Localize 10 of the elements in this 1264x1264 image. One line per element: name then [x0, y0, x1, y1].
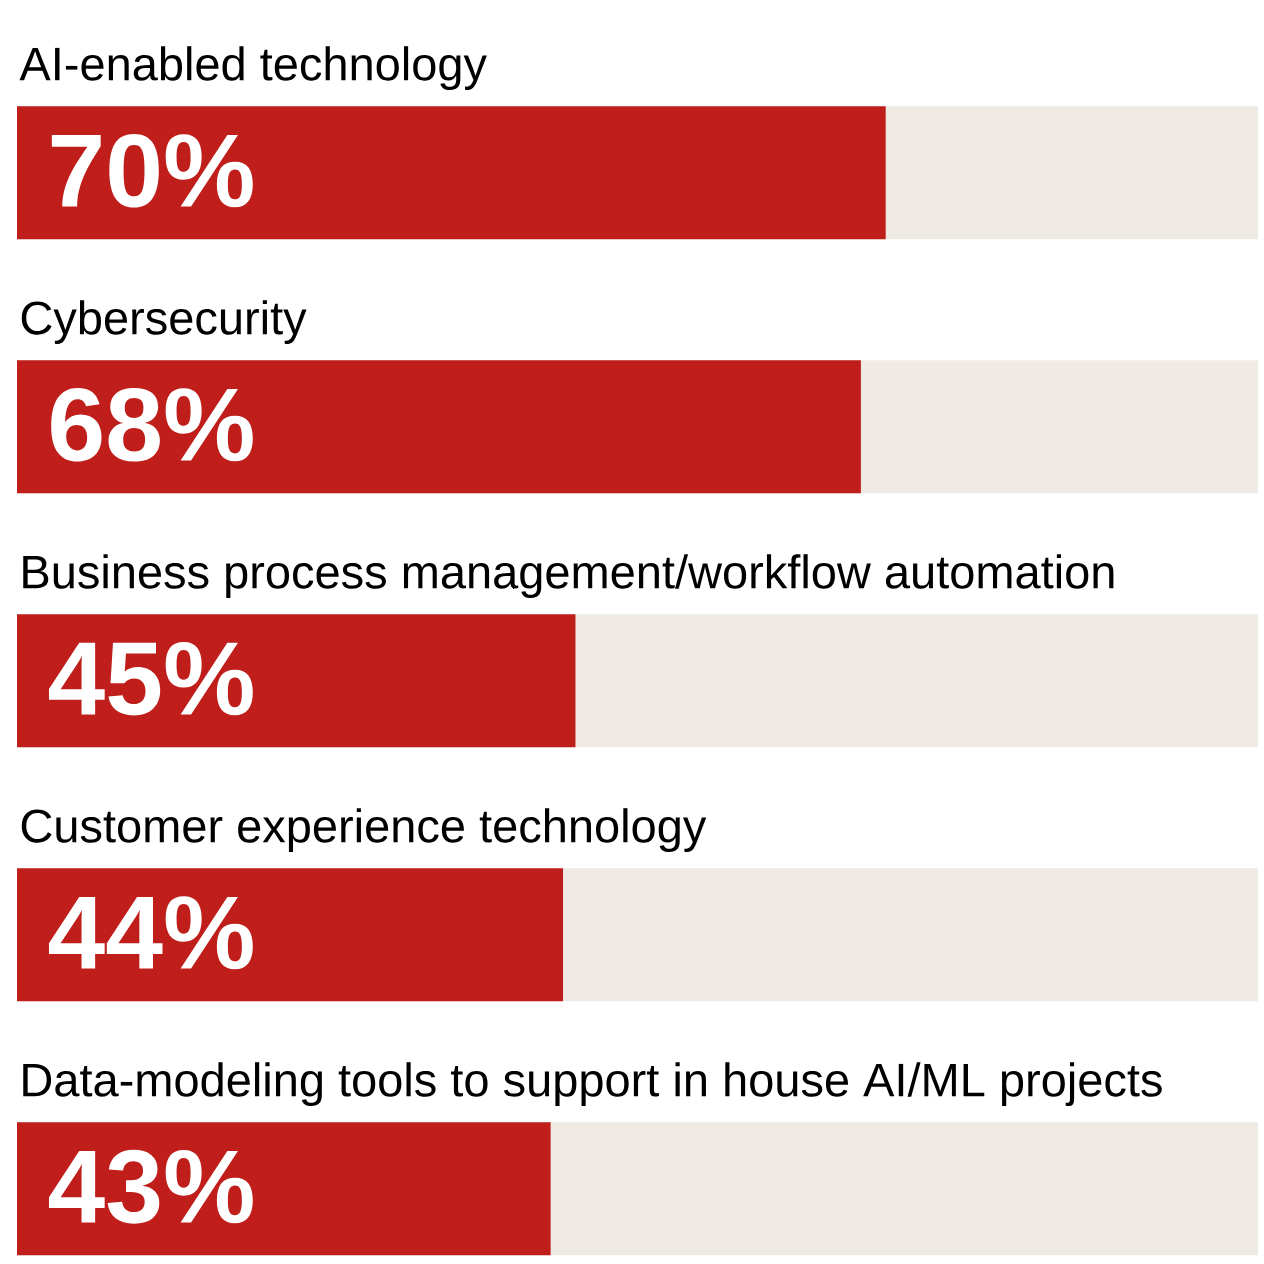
y-tick-label: AI-enabled technology — [19, 46, 487, 90]
data-label: 45% — [48, 642, 253, 716]
y-tick-label: Data-modeling tools to support in house AI/ML projects — [23, 1062, 1162, 1106]
y-tick-label: Customer experience technology — [21, 808, 707, 852]
y-tick-label: Business process management/workflow automation — [23, 554, 1114, 598]
data-label: 68% — [51, 387, 253, 462]
data-label: 44% — [48, 896, 253, 970]
data-label: 43% — [48, 1149, 253, 1224]
y-tick-label: Cybersecurity — [21, 300, 307, 344]
data-label: 70% — [51, 133, 253, 208]
